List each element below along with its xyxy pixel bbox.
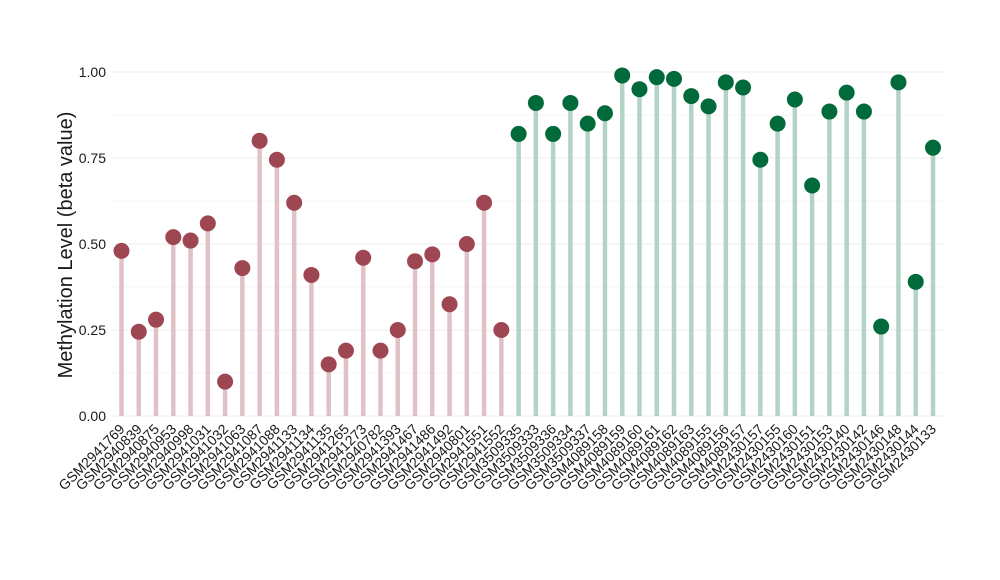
y-tick-label: 0.75: [79, 150, 106, 166]
lollipop-point: [268, 151, 285, 168]
grid-lines: [112, 71, 944, 417]
lollipop-point: [251, 132, 268, 149]
lollipop-point: [130, 323, 147, 340]
lollipop-point: [510, 125, 527, 142]
lollipop-point: [424, 246, 441, 263]
lollipop-point: [717, 74, 734, 91]
lollipop-point: [855, 103, 872, 120]
lollipop-point: [890, 74, 907, 91]
lollipop-point: [113, 242, 130, 259]
lollipop-point: [199, 215, 216, 232]
lollipop-point: [683, 88, 700, 105]
lollipop-point: [769, 115, 786, 132]
y-axis-ticks: 0.00 0.25 0.50 0.75 1.00: [79, 64, 106, 424]
lollipop-point: [545, 125, 562, 142]
lollipop-point: [838, 84, 855, 101]
lollipop-point: [614, 67, 631, 84]
lollipop-point: [735, 79, 752, 96]
lollipop-point: [493, 322, 510, 338]
lollipop-point: [752, 151, 769, 168]
y-tick-label: 0.25: [79, 322, 106, 338]
y-axis-title: Methylation Level (beta value): [55, 112, 77, 379]
y-tick-label: 0.00: [79, 408, 106, 424]
lollipop-stems: [119, 75, 936, 416]
lollipop-point: [596, 105, 613, 122]
lollipop-point: [562, 94, 579, 111]
lollipop-point: [804, 177, 821, 194]
lollipop-point: [217, 373, 234, 390]
lollipop-point: [527, 94, 544, 111]
lollipop-point: [873, 318, 890, 335]
lollipop-point: [389, 322, 406, 338]
lollipop-point: [182, 232, 199, 249]
lollipop-point: [648, 69, 665, 86]
lollipop-point: [286, 194, 303, 211]
y-tick-label: 0.50: [79, 236, 106, 252]
lollipop-point: [407, 253, 424, 270]
lollipop-point: [631, 81, 648, 98]
lollipop-point: [303, 266, 320, 283]
lollipop-point: [372, 342, 389, 359]
lollipop-point: [320, 356, 337, 373]
lollipop-point: [579, 115, 596, 132]
lollipop-point: [821, 103, 838, 120]
lollipop-point: [234, 260, 251, 277]
lollipop-point: [925, 139, 941, 156]
lollipop-point: [786, 91, 803, 108]
lollipop-point: [666, 70, 683, 87]
lollipop-point: [907, 273, 924, 290]
x-axis-ticks: GSM2941769GSM2940839GSM2940875GSM2940953…: [55, 421, 939, 494]
y-tick-label: 1.00: [79, 64, 106, 80]
lollipop-point: [165, 229, 182, 246]
lollipop-point: [337, 342, 354, 359]
lollipop-points: [113, 67, 941, 390]
lollipop-point: [476, 194, 493, 211]
lollipop-point: [441, 296, 458, 313]
lollipop-point: [355, 249, 372, 266]
lollipop-point: [148, 311, 165, 328]
lollipop-point: [700, 98, 717, 115]
lollipop-point: [458, 236, 475, 252]
